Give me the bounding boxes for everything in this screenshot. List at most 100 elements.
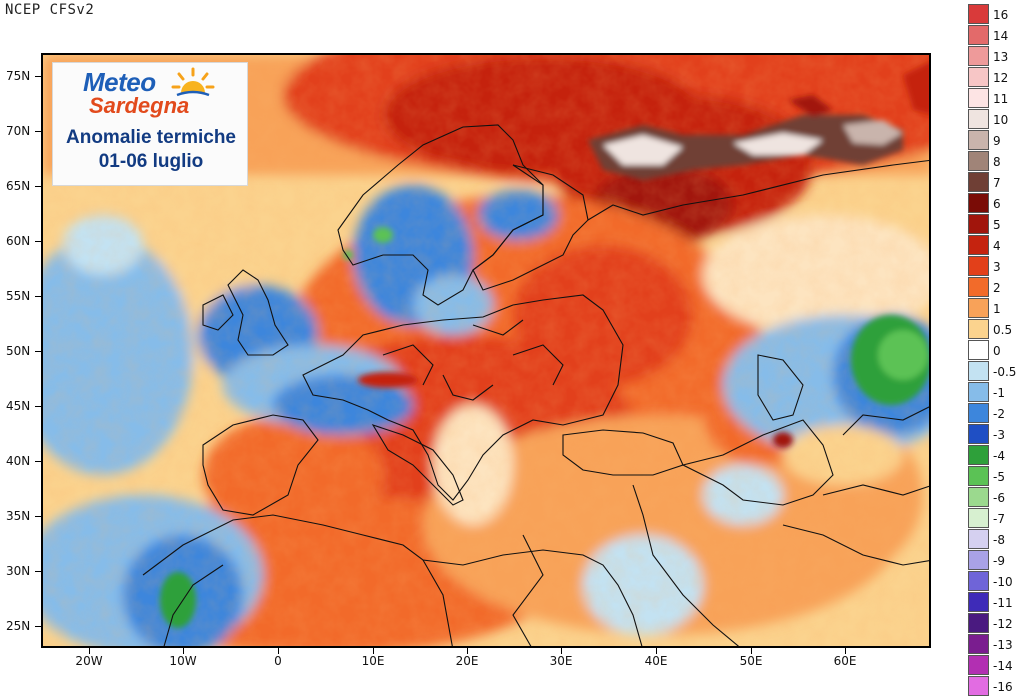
colorbar-swatch [968, 424, 989, 444]
lat-tick [35, 406, 41, 407]
colorbar-label: 0 [993, 343, 1001, 358]
lat-tick [35, 571, 41, 572]
colorbar-label: 8 [993, 154, 1001, 169]
lon-tick [656, 648, 657, 654]
colorbar-swatch [968, 361, 989, 381]
lat-tick [35, 241, 41, 242]
map-title: Anomalie termiche [66, 127, 236, 148]
colorbar-swatch [968, 655, 989, 675]
lat-tick [35, 131, 41, 132]
colorbar-label: 14 [993, 28, 1009, 43]
lat-label: 60N [6, 234, 31, 248]
lat-label: 55N [6, 289, 31, 303]
colorbar-swatch [968, 613, 989, 633]
colorbar-label: 16 [993, 7, 1009, 22]
logo-brand-bottom: Sardegna [89, 93, 190, 118]
lon-tick [183, 648, 184, 654]
lon-tick [278, 648, 279, 654]
lat-tick [35, 516, 41, 517]
colorbar-label: 0.5 [993, 322, 1013, 337]
colorbar-swatch [968, 445, 989, 465]
lon-label: 10W [169, 654, 197, 668]
lat-tick [35, 351, 41, 352]
colorbar-swatch [968, 550, 989, 570]
colorbar-label: -7 [993, 511, 1005, 526]
colorbar-swatch [968, 4, 989, 24]
colorbar-label: -1 [993, 385, 1005, 400]
colorbar-swatch [968, 214, 989, 234]
lat-label: 65N [6, 179, 31, 193]
lon-tick [561, 648, 562, 654]
colorbar-swatch [968, 403, 989, 423]
lat-label: 45N [6, 399, 31, 413]
lat-tick [35, 626, 41, 627]
map-date-range: 01-06 luglio [98, 151, 204, 172]
colorbar-label: -8 [993, 532, 1005, 547]
colorbar-swatch [968, 130, 989, 150]
logo-brand-top: Meteo [83, 67, 156, 97]
colorbar-swatch [968, 46, 989, 66]
colorbar-swatch [968, 193, 989, 213]
lon-label: 20E [455, 654, 479, 668]
colorbar-swatch [968, 151, 989, 171]
lat-label: 75N [6, 69, 31, 83]
lat-tick [35, 76, 41, 77]
colorbar-swatch [968, 676, 989, 696]
colorbar-swatch [968, 25, 989, 45]
colorbar-label: -5 [993, 469, 1005, 484]
colorbar-swatch [968, 466, 989, 486]
colorbar-swatch [968, 571, 989, 591]
colorbar-swatch [968, 277, 989, 297]
colorbar-label: -13 [993, 637, 1013, 652]
lat-label: 50N [6, 344, 31, 358]
colorbar-swatch [968, 298, 989, 318]
lat-tick [35, 186, 41, 187]
colorbar-label: -16 [993, 679, 1013, 694]
colorbar-label: -0.5 [993, 364, 1017, 379]
coastlines [142, 124, 929, 646]
colorbar-label: 13 [993, 49, 1009, 64]
colorbar-label: 5 [993, 217, 1001, 232]
colorbar-label: -11 [993, 595, 1013, 610]
lat-tick [35, 461, 41, 462]
lon-label: 60E [833, 654, 857, 668]
colorbar-swatch [968, 592, 989, 612]
lon-tick [467, 648, 468, 654]
lat-label: 25N [6, 619, 31, 633]
colorbar-swatch [968, 88, 989, 108]
lon-label: 30E [549, 654, 573, 668]
lat-label: 40N [6, 454, 31, 468]
model-title: NCEP CFSv2 [5, 2, 95, 18]
colorbar-label: 11 [993, 91, 1009, 106]
colorbar-label: -14 [993, 658, 1013, 673]
colorbar-label: 3 [993, 259, 1001, 274]
lon-tick [373, 648, 374, 654]
lon-label: 10E [361, 654, 385, 668]
meteo-sardegna-logo: Meteo Sardegna Anomalie termiche 01-06 l… [52, 62, 248, 186]
colorbar-label: 4 [993, 238, 1001, 253]
colorbar-swatch [968, 256, 989, 276]
colorbar-label: 10 [993, 112, 1009, 127]
colorbar-label: 9 [993, 133, 1001, 148]
lon-tick [89, 648, 90, 654]
lon-label: 0 [274, 654, 282, 668]
lat-label: 30N [6, 564, 31, 578]
colorbar-swatch [968, 634, 989, 654]
colorbar-swatch [968, 67, 989, 87]
lat-label: 35N [6, 509, 31, 523]
colorbar-label: -6 [993, 490, 1005, 505]
colorbar-swatch [968, 529, 989, 549]
colorbar-label: 1 [993, 301, 1001, 316]
colorbar-label: -3 [993, 427, 1005, 442]
colorbar-label: -12 [993, 616, 1013, 631]
colorbar-swatch [968, 382, 989, 402]
lon-tick [751, 648, 752, 654]
colorbar-label: 2 [993, 280, 1001, 295]
colorbar-label: -9 [993, 553, 1005, 568]
lat-label: 70N [6, 124, 31, 138]
colorbar-label: -10 [993, 574, 1013, 589]
lon-label: 20W [75, 654, 103, 668]
lon-label: 50E [739, 654, 763, 668]
colorbar-label: 7 [993, 175, 1001, 190]
sun-icon [171, 67, 215, 97]
